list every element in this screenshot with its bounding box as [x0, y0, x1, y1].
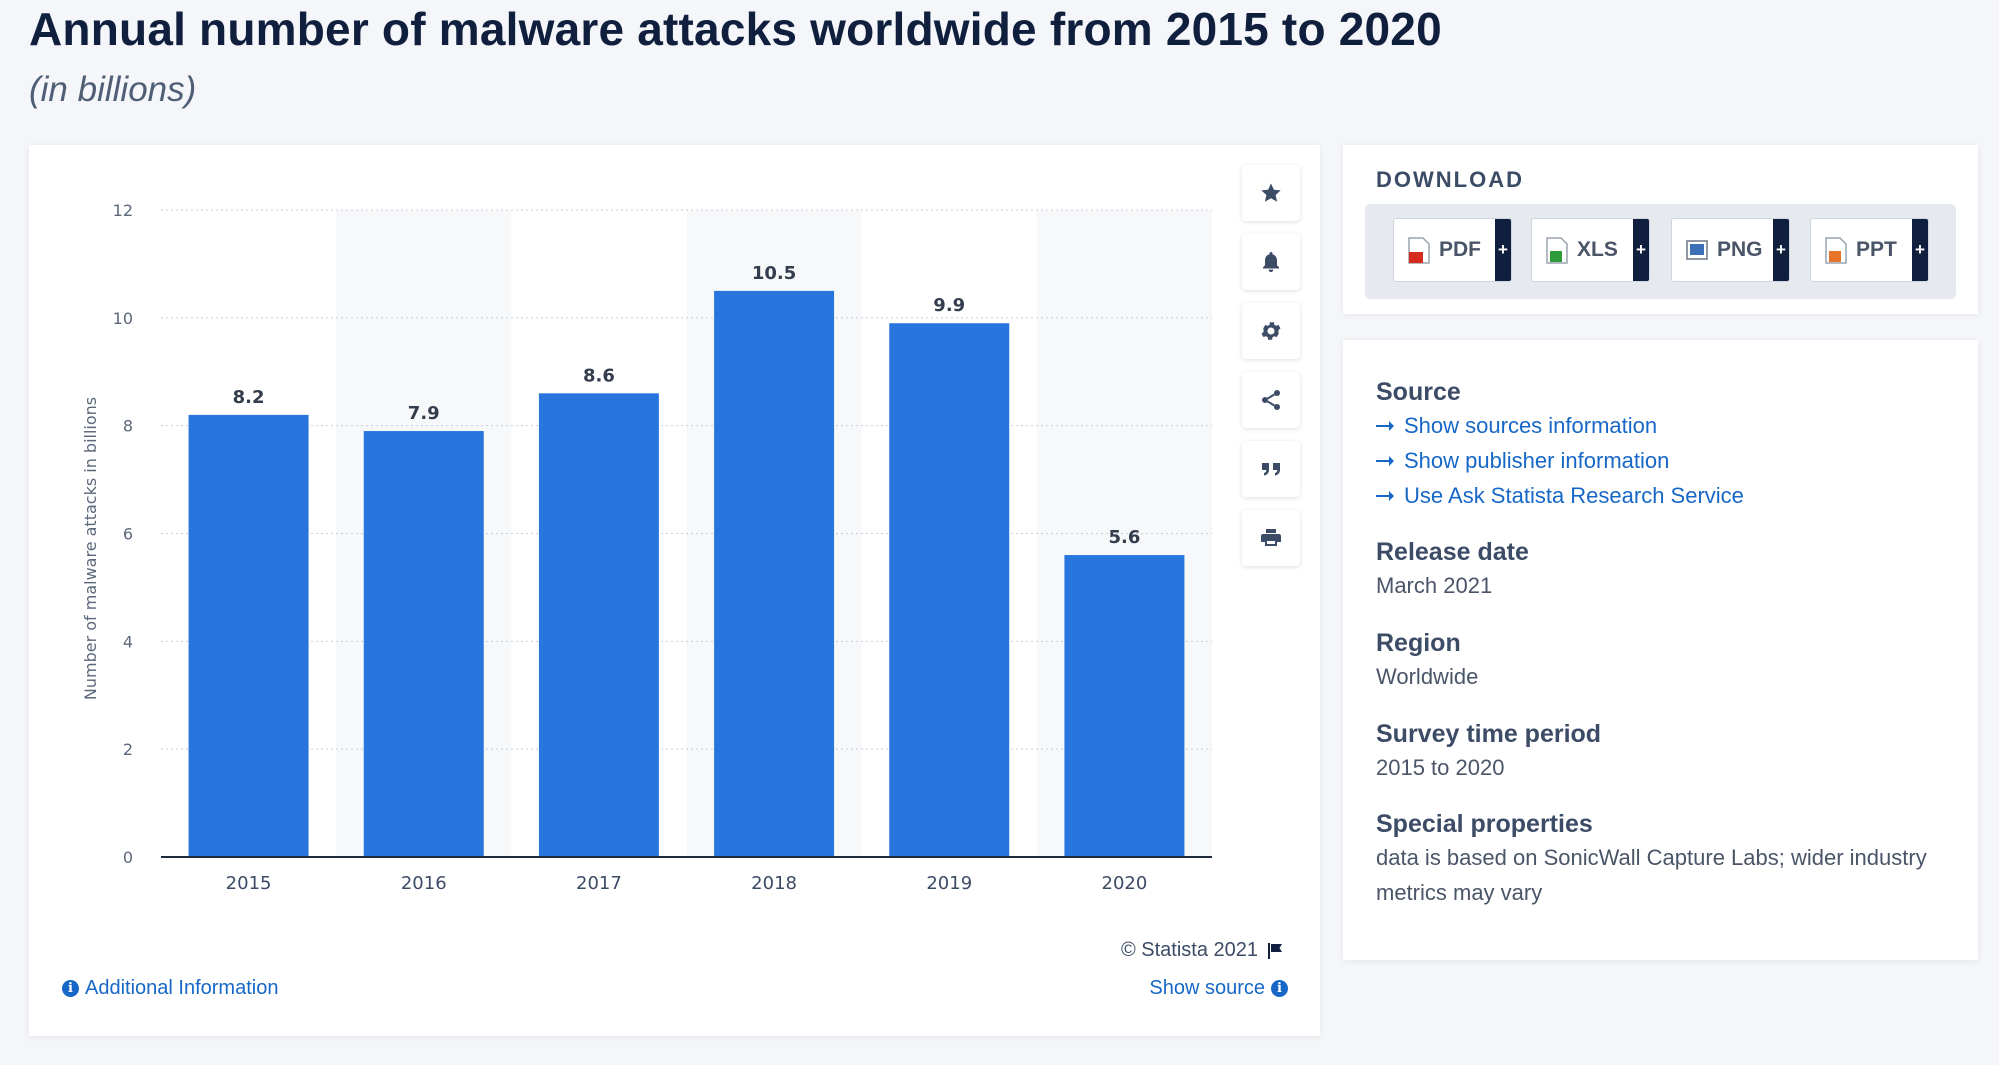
- data-label: 7.9: [408, 403, 440, 424]
- source-heading: Source: [1376, 378, 1461, 406]
- plus-icon: +: [1495, 219, 1511, 281]
- y-tick-label: 0: [123, 848, 133, 867]
- release-date-heading: Release date: [1376, 538, 1529, 566]
- download-ppt-button[interactable]: PPT +: [1810, 218, 1929, 282]
- additional-information-label: Additional Information: [85, 977, 279, 999]
- show-sources-label: Show sources information: [1404, 413, 1658, 438]
- bar[interactable]: [1064, 555, 1185, 857]
- y-axis-ticks: 0 2 4 6 8 10 12: [113, 201, 133, 867]
- show-publisher-link[interactable]: Show publisher information: [1376, 448, 1669, 474]
- plus-icon: +: [1773, 219, 1789, 281]
- bar[interactable]: [889, 323, 1010, 858]
- download-png-label: PNG: [1717, 238, 1763, 261]
- favorite-button[interactable]: [1242, 165, 1300, 221]
- region-heading: Region: [1376, 629, 1461, 657]
- ask-statista-link[interactable]: Use Ask Statista Research Service: [1376, 483, 1744, 509]
- png-file-icon: [1686, 237, 1708, 264]
- print-icon: [1261, 529, 1281, 546]
- star-icon: [1261, 183, 1281, 202]
- pdf-file-icon: [1408, 236, 1430, 264]
- plus-icon: +: [1912, 219, 1928, 281]
- chart-toolbar: [1242, 165, 1300, 579]
- additional-information-link[interactable]: i Additional Information: [62, 977, 278, 1000]
- x-tick-label: 2018: [751, 873, 797, 894]
- grid-lines: [161, 209, 1212, 750]
- quote-icon: [1262, 463, 1280, 476]
- x-tick-label: 2015: [226, 873, 272, 894]
- show-publisher-label: Show publisher information: [1404, 448, 1670, 473]
- ppt-file-icon: [1825, 236, 1847, 264]
- bell-icon: [1263, 252, 1279, 272]
- data-label: 9.9: [933, 295, 965, 316]
- download-png-button[interactable]: PNG +: [1671, 218, 1790, 282]
- cite-button[interactable]: [1242, 441, 1300, 497]
- data-label: 5.6: [1108, 527, 1140, 548]
- download-xls-label: XLS: [1577, 238, 1618, 261]
- data-label: 8.2: [233, 387, 265, 408]
- data-label: 10.5: [752, 263, 796, 284]
- special-properties-value: data is based on SonicWall Capture Labs;…: [1376, 845, 1927, 905]
- arrow-right-icon: [1376, 491, 1394, 501]
- download-title: DOWNLOAD: [1376, 167, 1524, 192]
- arrow-right-icon: [1376, 421, 1394, 431]
- show-source-label: Show source: [1149, 977, 1265, 999]
- y-tick-label: 2: [123, 740, 133, 759]
- chart-card: 0 2 4 6 8 10 12 8.2 7.9 8.6 10.5 9.9 5.6 2015 2016 20…: [29, 145, 1320, 1036]
- x-tick-label: 2016: [401, 873, 447, 894]
- download-pdf-button[interactable]: PDF +: [1393, 218, 1512, 282]
- settings-button[interactable]: [1242, 303, 1300, 359]
- special-properties-heading: Special properties: [1376, 810, 1593, 838]
- notification-button[interactable]: [1242, 234, 1300, 290]
- bar[interactable]: [714, 290, 835, 857]
- survey-period-value: 2015 to 2020: [1376, 755, 1505, 780]
- y-tick-label: 6: [123, 525, 133, 544]
- copyright-text: © Statista 2021: [1120, 939, 1258, 961]
- download-ppt-label: PPT: [1856, 238, 1897, 261]
- arrow-right-icon: [1376, 456, 1394, 466]
- show-sources-link[interactable]: Show sources information: [1376, 413, 1657, 439]
- data-labels: 8.2 7.9 8.6 10.5 9.9 5.6: [233, 263, 1141, 548]
- y-tick-label: 10: [113, 309, 133, 328]
- info-card: Source Show sources information Show pub…: [1343, 340, 1978, 960]
- download-pdf-label: PDF: [1439, 238, 1481, 261]
- xls-file-icon: [1546, 236, 1568, 264]
- survey-period-heading: Survey time period: [1376, 720, 1602, 748]
- info-icon: i: [1271, 980, 1288, 997]
- download-card: DOWNLOAD PDF + XLS + PNG + PPT +: [1343, 145, 1978, 314]
- print-button[interactable]: [1242, 510, 1300, 566]
- bar[interactable]: [363, 431, 484, 857]
- show-source-link[interactable]: Show source i: [1149, 977, 1288, 1000]
- page-subtitle: (in billions): [29, 70, 197, 109]
- bar[interactable]: [538, 393, 659, 857]
- x-tick-label: 2019: [926, 873, 972, 894]
- download-bar: PDF + XLS + PNG + PPT +: [1365, 204, 1956, 299]
- data-label: 8.6: [583, 365, 615, 386]
- page-title: Annual number of malware attacks worldwi…: [29, 3, 1442, 55]
- share-button[interactable]: [1242, 372, 1300, 428]
- copyright-notice: © Statista 2021: [1121, 939, 1284, 962]
- gear-icon: [1261, 322, 1281, 340]
- region-value: Worldwide: [1376, 664, 1479, 689]
- download-xls-button[interactable]: XLS +: [1531, 218, 1650, 282]
- ask-statista-label: Use Ask Statista Research Service: [1404, 483, 1744, 508]
- info-icon: i: [62, 980, 79, 997]
- bars: [188, 290, 1185, 858]
- x-tick-label: 2020: [1102, 873, 1148, 894]
- x-axis-ticks: 2015 2016 2017 2018 2019 2020: [226, 873, 1148, 894]
- flag-icon[interactable]: [1266, 942, 1284, 960]
- release-date-value: March 2021: [1376, 573, 1493, 598]
- x-tick-label: 2017: [576, 873, 622, 894]
- share-icon: [1262, 390, 1280, 410]
- y-axis-label: Number of malware attacks in billions: [81, 397, 100, 700]
- bar[interactable]: [188, 414, 309, 857]
- y-tick-label: 4: [123, 632, 133, 651]
- y-tick-label: 8: [123, 417, 133, 436]
- y-tick-label: 12: [113, 201, 133, 220]
- plus-icon: +: [1633, 219, 1649, 281]
